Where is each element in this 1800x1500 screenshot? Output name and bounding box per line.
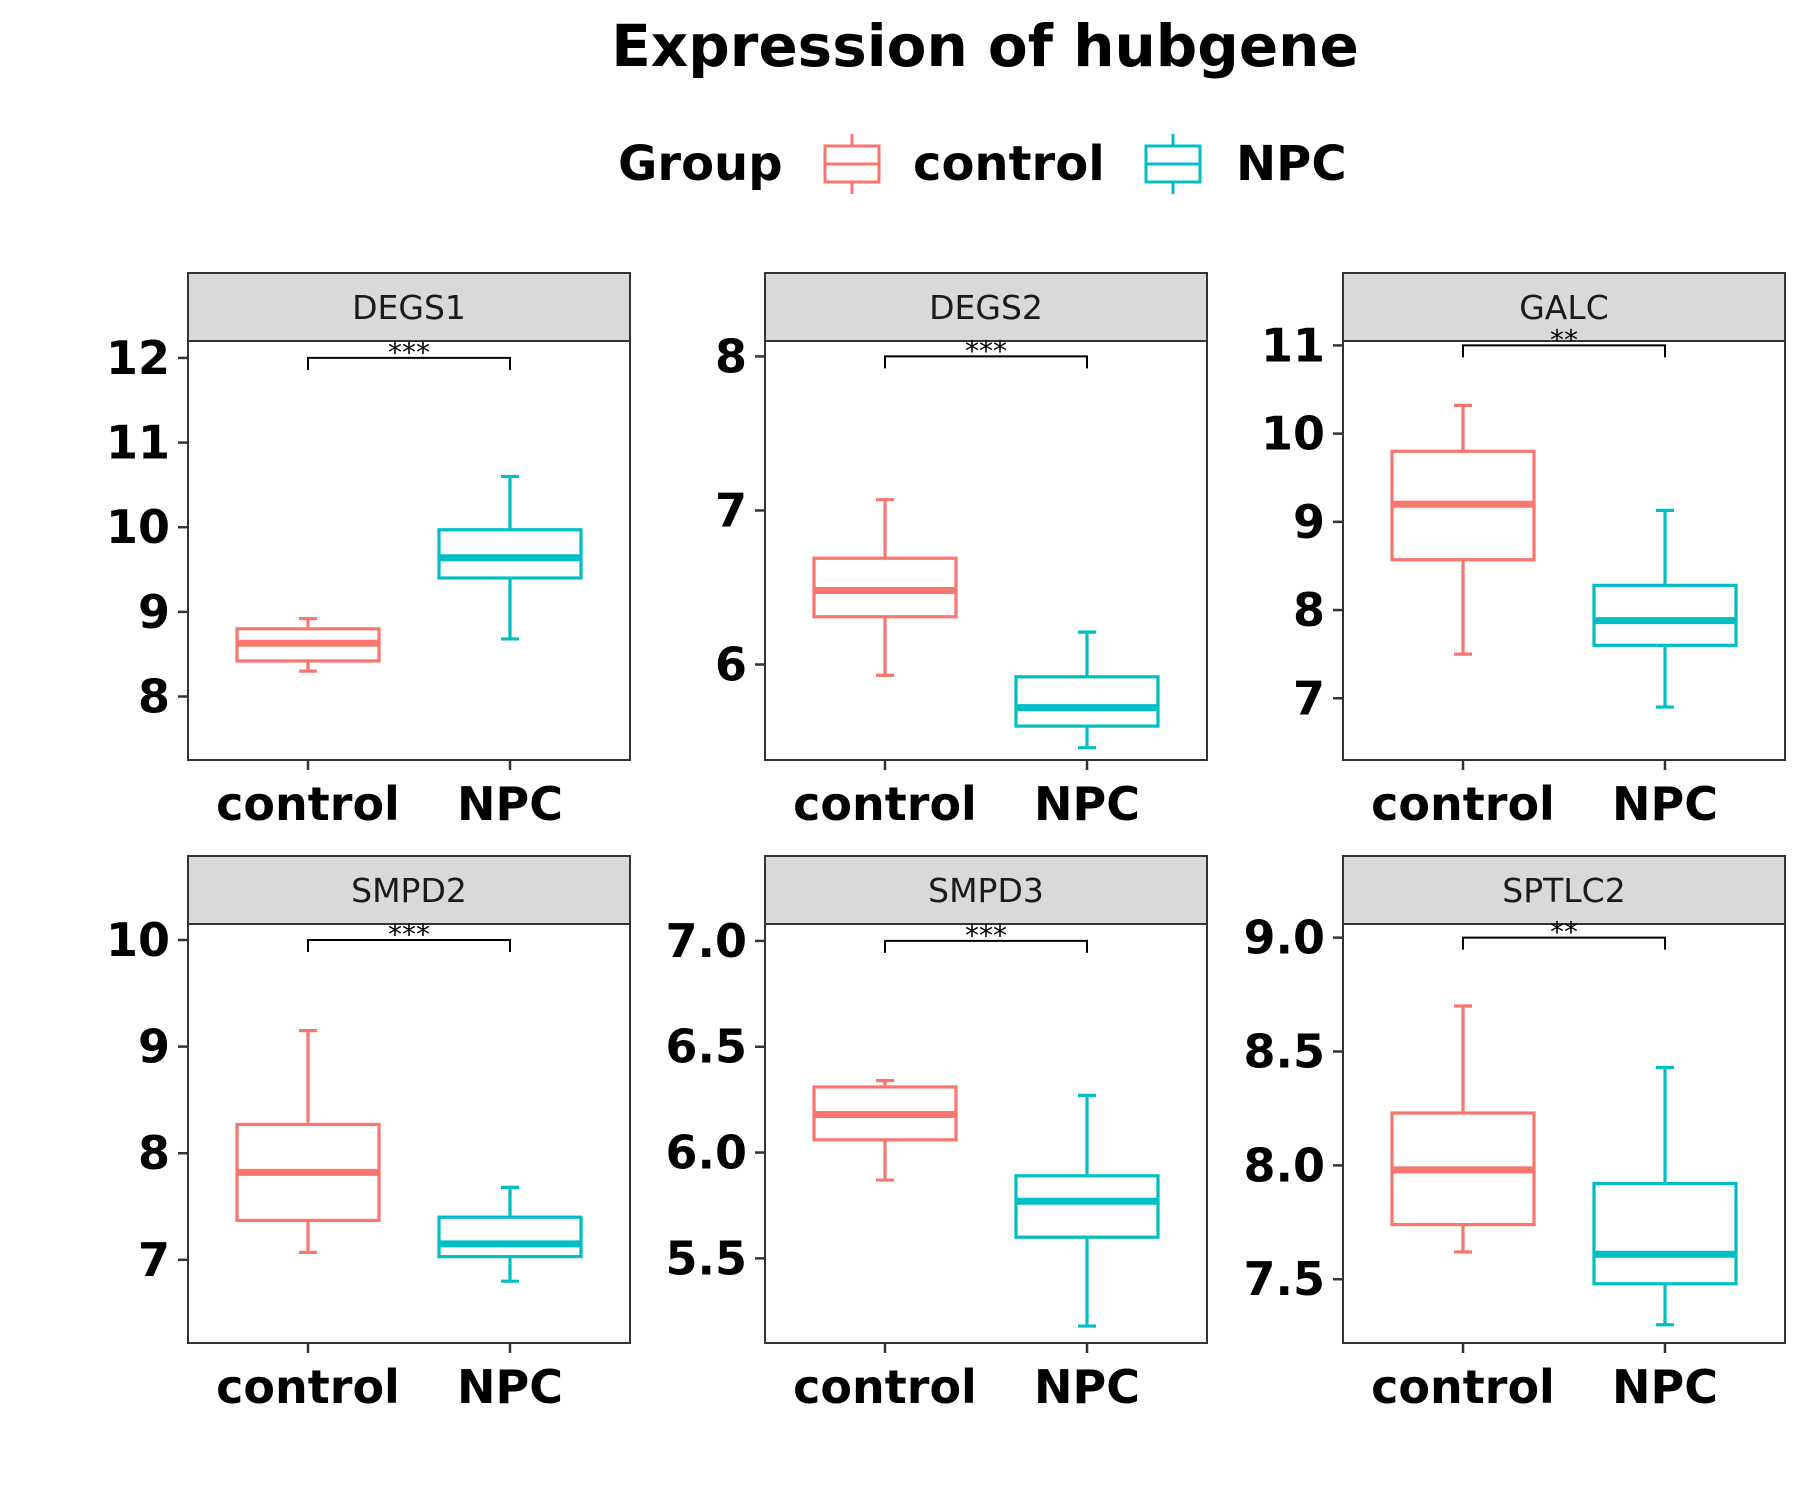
legend: Group control NPC <box>618 134 1347 194</box>
strip-label: SMPD3 <box>928 871 1044 910</box>
strip-background <box>187 855 631 925</box>
panel-smpd2: SMPD2 7 8 9 10 control NPC *** <box>106 855 631 1414</box>
box-control <box>1390 403 1536 656</box>
box-control <box>235 617 381 673</box>
y-tick-label: 8 <box>138 670 170 724</box>
strip-label: DEGS1 <box>352 288 466 327</box>
box-npc <box>1014 1093 1160 1328</box>
significance-bracket <box>884 355 1088 369</box>
x-tick-label: control <box>1371 777 1555 831</box>
y-tick-label: 8 <box>1293 583 1325 637</box>
legend-label-npc: NPC <box>1236 136 1347 192</box>
y-tick-label: 8 <box>715 329 747 383</box>
y-tick-label: 8.0 <box>1244 1138 1326 1192</box>
strip-background <box>1342 855 1786 925</box>
x-tick-label: control <box>216 777 400 831</box>
y-tick-label: 12 <box>106 331 170 385</box>
panel-degs2: DEGS2 6 7 8 control NPC *** <box>715 272 1208 831</box>
y-tick-label: 9 <box>1293 495 1325 549</box>
y-tick-label: 6.0 <box>666 1126 748 1180</box>
strip-label: SPTLC2 <box>1502 871 1625 910</box>
y-tick-label: 7 <box>1293 671 1325 725</box>
strip-background <box>764 855 1208 925</box>
x-tick-label: NPC <box>1612 777 1718 831</box>
significance-bracket <box>307 938 511 952</box>
panel-degs1: DEGS1 8 9 10 11 12 control NPC *** <box>106 272 631 831</box>
box-control <box>1390 1004 1536 1254</box>
y-tick-label: 7.0 <box>666 914 748 968</box>
panel-galc: GALC 7 8 9 10 11 control NPC ** <box>1261 272 1786 831</box>
y-tick-label: 6.5 <box>666 1020 748 1074</box>
significance-label: ** <box>1550 323 1578 356</box>
box-npc <box>437 1185 583 1283</box>
figure-title: Expression of hubgene <box>611 12 1359 80</box>
x-tick-label: control <box>793 777 977 831</box>
box-npc <box>437 474 583 641</box>
panel-sptlc2: SPTLC2 7.5 8.0 8.5 9.0 control NPC ** <box>1244 855 1786 1414</box>
strip-background <box>187 272 631 342</box>
box-control <box>235 1029 381 1254</box>
x-tick-label: NPC <box>1034 777 1140 831</box>
significance-bracket <box>307 356 511 370</box>
strip-label: DEGS2 <box>929 288 1043 327</box>
legend-key-npc <box>1144 134 1202 194</box>
strip-background <box>1342 272 1786 342</box>
significance-label: *** <box>965 334 1007 367</box>
x-tick-label: NPC <box>1034 1360 1140 1414</box>
strip-label: GALC <box>1519 288 1609 327</box>
y-tick-label: 11 <box>1261 318 1325 372</box>
y-tick-label: 7 <box>715 483 747 537</box>
significance-label: *** <box>388 336 430 369</box>
x-tick-label: control <box>216 1360 400 1414</box>
box-body <box>437 1215 583 1259</box>
x-tick-label: NPC <box>1612 1360 1718 1414</box>
significance-label: *** <box>965 919 1007 952</box>
significance-label: *** <box>388 918 430 951</box>
box-npc <box>1014 630 1160 750</box>
box-control <box>812 498 958 677</box>
significance-label: ** <box>1550 916 1578 949</box>
x-tick-label: control <box>1371 1360 1555 1414</box>
y-tick-label: 9 <box>138 1020 170 1074</box>
box-npc <box>1592 1065 1738 1327</box>
y-tick-label: 5.5 <box>666 1231 748 1285</box>
box-body <box>1592 583 1738 647</box>
facet-panels: DEGS1 8 9 10 11 12 control NPC *** DEGS2 6 7 8 contro… <box>106 272 1786 1414</box>
y-tick-label: 10 <box>106 913 170 967</box>
box-body <box>1014 675 1160 728</box>
y-tick-label: 8.5 <box>1244 1025 1326 1079</box>
box-control <box>812 1078 958 1182</box>
significance-bracket <box>884 939 1088 953</box>
y-tick-label: 9.0 <box>1244 911 1326 965</box>
legend-key-control <box>823 134 881 194</box>
box-body <box>1592 1181 1738 1286</box>
legend-title: Group <box>618 136 783 192</box>
y-tick-label: 6 <box>715 637 747 691</box>
box-npc <box>1592 508 1738 709</box>
strip-background <box>764 272 1208 342</box>
box-body <box>1014 1174 1160 1239</box>
y-tick-label: 10 <box>106 500 170 554</box>
strip-label: SMPD2 <box>351 871 467 910</box>
y-tick-label: 10 <box>1261 407 1325 461</box>
x-tick-label: NPC <box>457 777 563 831</box>
significance-bracket <box>1462 936 1666 950</box>
panel-smpd3: SMPD3 5.5 6.0 6.5 7.0 control NPC *** <box>666 855 1208 1414</box>
y-tick-label: 11 <box>106 416 170 470</box>
legend-label-control: control <box>913 136 1105 192</box>
y-tick-label: 7.5 <box>1244 1252 1326 1306</box>
y-tick-label: 7 <box>138 1233 170 1287</box>
y-tick-label: 9 <box>138 585 170 639</box>
significance-bracket <box>1462 344 1666 358</box>
y-tick-label: 8 <box>138 1126 170 1180</box>
box-body <box>437 528 583 580</box>
x-tick-label: control <box>793 1360 977 1414</box>
x-tick-label: NPC <box>457 1360 563 1414</box>
